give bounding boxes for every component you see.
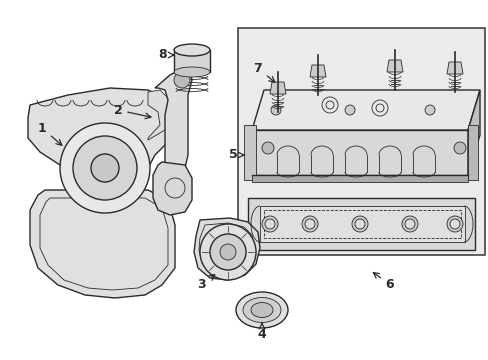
Polygon shape: [148, 90, 175, 140]
Polygon shape: [467, 125, 477, 180]
Text: 2: 2: [113, 104, 151, 119]
Polygon shape: [467, 90, 479, 175]
Polygon shape: [244, 125, 256, 180]
Circle shape: [453, 142, 465, 154]
Polygon shape: [251, 130, 467, 175]
Circle shape: [174, 72, 190, 88]
Text: 1: 1: [38, 122, 61, 145]
Text: 3: 3: [197, 275, 214, 292]
Circle shape: [262, 142, 273, 154]
Polygon shape: [174, 50, 209, 72]
Ellipse shape: [174, 44, 209, 56]
Circle shape: [424, 105, 434, 115]
Polygon shape: [28, 88, 175, 188]
Circle shape: [264, 219, 274, 229]
Polygon shape: [309, 65, 325, 77]
Ellipse shape: [243, 297, 281, 323]
Ellipse shape: [174, 67, 209, 77]
Polygon shape: [94, 157, 116, 179]
Text: 6: 6: [372, 273, 393, 292]
Polygon shape: [260, 206, 464, 242]
Polygon shape: [269, 82, 285, 94]
Circle shape: [401, 216, 417, 232]
Polygon shape: [155, 68, 192, 175]
Circle shape: [351, 216, 367, 232]
Polygon shape: [386, 60, 402, 72]
Circle shape: [270, 105, 281, 115]
Polygon shape: [446, 62, 462, 74]
Bar: [238, 28, 484, 255]
Circle shape: [209, 234, 245, 270]
Text: 5: 5: [228, 148, 244, 162]
Circle shape: [60, 123, 150, 213]
Circle shape: [73, 136, 137, 200]
Text: 4: 4: [257, 323, 266, 342]
Ellipse shape: [250, 302, 272, 318]
Circle shape: [446, 216, 462, 232]
Circle shape: [302, 216, 317, 232]
Polygon shape: [251, 175, 467, 182]
Polygon shape: [30, 190, 175, 298]
Circle shape: [345, 105, 354, 115]
Polygon shape: [251, 90, 479, 130]
Circle shape: [404, 219, 414, 229]
Polygon shape: [194, 218, 260, 280]
Circle shape: [200, 224, 256, 280]
Text: 7: 7: [253, 62, 274, 82]
Circle shape: [354, 219, 364, 229]
Circle shape: [220, 244, 236, 260]
Polygon shape: [247, 198, 474, 250]
Circle shape: [91, 154, 119, 182]
Circle shape: [262, 216, 278, 232]
Ellipse shape: [236, 292, 287, 328]
Polygon shape: [153, 162, 192, 215]
Circle shape: [305, 219, 314, 229]
Text: 8: 8: [159, 49, 174, 62]
Circle shape: [449, 219, 459, 229]
